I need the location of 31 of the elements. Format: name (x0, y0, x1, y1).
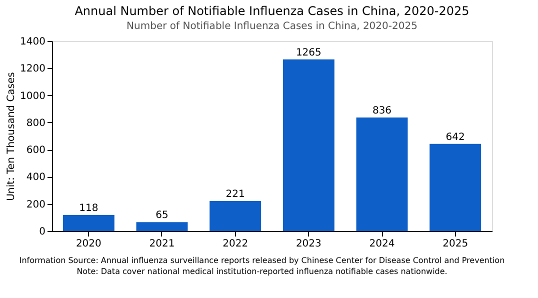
bar (356, 118, 408, 231)
x-tick-label: 2021 (149, 238, 175, 250)
x-tick-label: 2023 (296, 238, 322, 250)
text: Information Source: Annual influenza surveillance reports released by Chinese Center for Disease Control and Prevention (19, 256, 505, 265)
data-label: 221 (226, 189, 245, 200)
x-tick-label: 2024 (369, 238, 395, 250)
bar (430, 144, 482, 231)
data-label: 642 (446, 132, 465, 143)
y-tick-label: 800 (26, 118, 46, 129)
data-label: 1265 (296, 47, 322, 58)
y-tick-label: 400 (26, 172, 46, 184)
y-axis-title: Unit: Ten Thousand Cases (6, 72, 18, 201)
data-label: 65 (156, 210, 168, 222)
x-tick-label: 2020 (76, 238, 102, 250)
y-tick-label: 1000 (20, 90, 46, 102)
chart-title: Annual Number of Notifiable Influenza Cases in China, 2020-2025 (74, 4, 470, 18)
y-tick-label: 1200 (20, 64, 46, 75)
bar (210, 201, 262, 231)
y-tick-label: 1400 (20, 36, 46, 48)
y-tick-label: 0 (39, 226, 46, 238)
y-tick-label: 200 (26, 199, 46, 210)
bar (282, 59, 334, 231)
data-label: 836 (372, 106, 392, 117)
x-tick-label: 2025 (442, 238, 468, 250)
x-tick-label: 2022 (222, 238, 248, 250)
bar (62, 214, 114, 231)
data-label: 118 (79, 202, 98, 214)
y-tick-label: 600 (26, 145, 46, 156)
text: Note: Data cover national medical institution-reported influenza notifiable cases nationwide. (76, 267, 448, 276)
bar (136, 222, 188, 231)
chart-subtitle: Number of Notifiable Influenza Cases in China, 2020-2025 (126, 21, 418, 32)
